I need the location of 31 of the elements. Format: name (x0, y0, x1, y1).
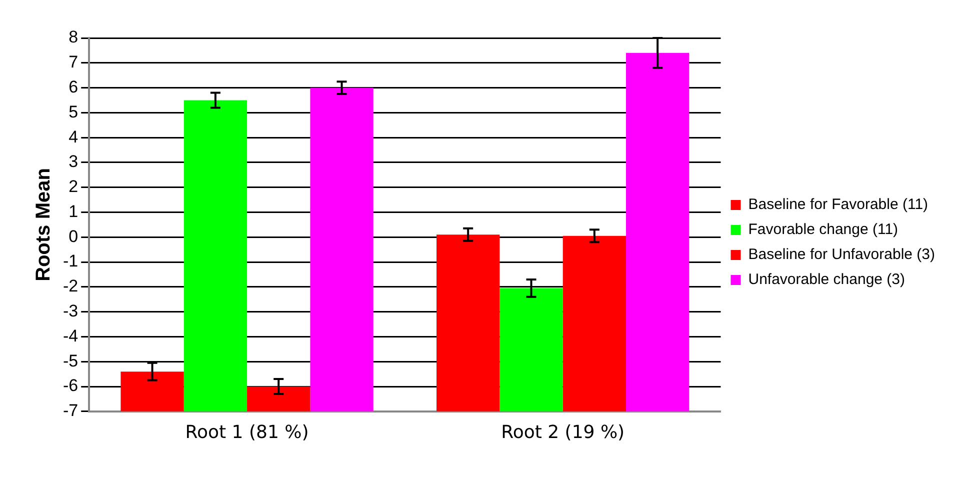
legend-label: Favorable change (11) (748, 221, 898, 238)
y-tick-label: 2 (68, 177, 78, 196)
y-axis-title: Roots Mean (32, 168, 55, 282)
bar (310, 88, 374, 412)
bar (184, 100, 248, 412)
y-tick-label: 7 (68, 52, 78, 72)
x-tick-label: Root 2 (19 %) (501, 422, 625, 443)
y-tick-label: -4 (62, 326, 78, 346)
y-tick-label: -6 (62, 376, 78, 396)
y-tick-label: -3 (62, 302, 78, 321)
bar (436, 234, 500, 412)
legend-label: Unfavorable change (3) (748, 271, 906, 288)
y-tick-label: -1 (62, 252, 78, 271)
bar (120, 372, 184, 412)
y-tick-label: 3 (68, 152, 78, 172)
bar (500, 288, 563, 412)
x-tick-label: Root 1 (81 %) (185, 422, 309, 443)
legend-label: Baseline for Favorable (11) (748, 196, 928, 214)
y-tick-label: 5 (68, 102, 78, 122)
y-tick-label: 0 (68, 226, 78, 246)
y-tick-label: -7 (62, 401, 78, 420)
y-tick-label: 8 (68, 28, 78, 47)
bar (626, 52, 690, 412)
bar (562, 236, 626, 412)
y-tick-label: 1 (68, 202, 78, 221)
legend-label: Baseline for Unfavorable (3) (748, 246, 936, 264)
y-tick-label: -2 (62, 276, 78, 296)
bar (247, 386, 310, 412)
y-tick-label: 4 (68, 127, 78, 146)
y-tick-label: 6 (68, 77, 78, 96)
y-tick-label: -5 (62, 351, 78, 370)
